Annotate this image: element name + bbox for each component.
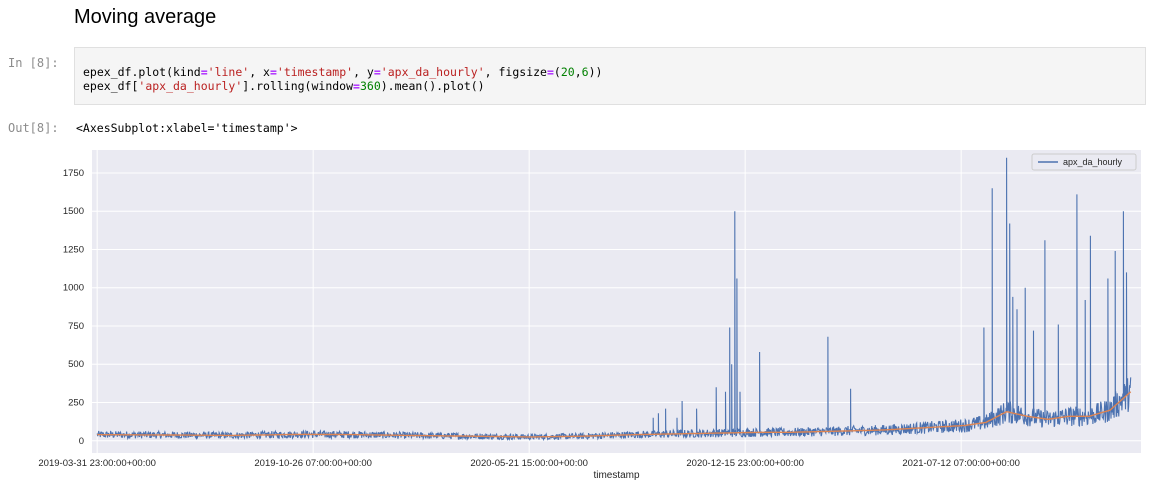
- in-prompt: In [8]:: [8, 56, 59, 70]
- y-tick-label: 250: [68, 398, 84, 409]
- output-text: <AxesSubplot:xlabel='timestamp'>: [76, 121, 298, 135]
- line-chart: 0 250 500 750 1000 1250 1500 1750 2019-03-31 23…: [38, 150, 1141, 481]
- x-tick-label: 2019-10-26 07:00:00+00:00: [254, 458, 372, 469]
- y-tick-label: 0: [79, 436, 84, 447]
- series-group: [96, 157, 1132, 442]
- y-axis-ticks: 0 250 500 750 1000 1250 1500 1750: [63, 168, 84, 447]
- x-axis-label: timestamp: [593, 470, 640, 481]
- y-tick-label: 1500: [63, 206, 84, 217]
- x-tick-label: 2020-12-15 23:00:00+00:00: [686, 458, 804, 469]
- grid-lines: [92, 150, 1141, 453]
- y-tick-label: 500: [68, 359, 84, 370]
- x-axis-ticks: 2019-03-31 23:00:00+00:00 2019-10-26 07:0…: [38, 458, 1020, 469]
- legend-box: [1031, 153, 1137, 171]
- y-tick-label: 750: [68, 321, 84, 332]
- code-cell[interactable]: epex_df.plot(kind='line', x='timestamp',…: [74, 47, 1146, 105]
- y-tick-label: 1250: [63, 244, 84, 255]
- section-heading: Moving average: [74, 6, 217, 28]
- legend-entry: apx_da_hourly: [1063, 157, 1123, 167]
- y-tick-label: 1000: [63, 283, 84, 294]
- x-tick-label: 2020-05-21 15:00:00+00:00: [470, 458, 588, 469]
- code-line-1[interactable]: epex_df.plot(kind='line', x='timestamp',…: [83, 65, 603, 79]
- y-tick-label: 1750: [63, 168, 84, 179]
- out-prompt: Out[8]:: [8, 121, 59, 135]
- x-tick-label: 2019-03-31 23:00:00+00:00: [38, 458, 156, 469]
- legend: apx_da_hourly: [1031, 153, 1137, 171]
- series-rolling-mean-line: [97, 391, 1132, 438]
- code-line-2[interactable]: epex_df['apx_da_hourly'].rolling(window=…: [83, 79, 485, 93]
- x-tick-label: 2021-07-12 07:00:00+00:00: [902, 458, 1020, 469]
